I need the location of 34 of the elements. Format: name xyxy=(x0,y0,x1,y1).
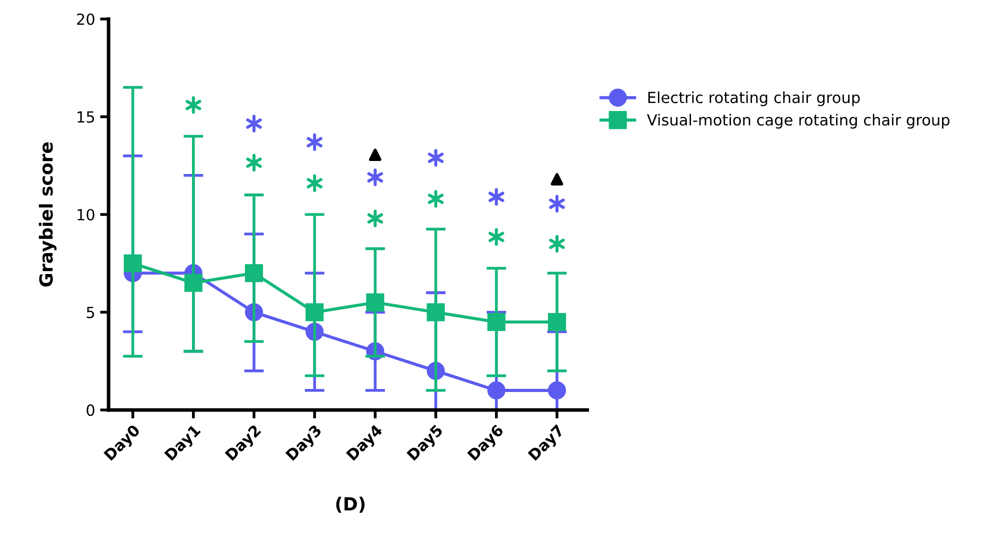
point xyxy=(246,154,262,172)
point xyxy=(306,133,322,151)
legend-label: Electric rotating chair group xyxy=(648,91,860,106)
legend-label: Visual-motion cage rotating chair group xyxy=(646,114,950,129)
y-tick-label: 20 xyxy=(77,13,94,26)
point xyxy=(488,188,504,206)
point xyxy=(244,264,264,282)
y-axis-title: Graybiel score xyxy=(38,142,56,287)
point xyxy=(186,96,202,114)
point xyxy=(124,254,142,272)
point xyxy=(550,173,564,186)
point xyxy=(428,148,444,167)
y-tick-label: 15 xyxy=(78,111,94,123)
point xyxy=(428,190,444,208)
point xyxy=(549,194,565,213)
point xyxy=(487,312,506,332)
y-tick-label: 5 xyxy=(86,306,94,318)
point xyxy=(306,174,322,192)
point xyxy=(367,168,384,186)
point xyxy=(426,303,445,322)
point xyxy=(488,228,504,246)
point xyxy=(246,114,262,132)
point xyxy=(368,148,382,162)
point xyxy=(549,234,565,253)
point xyxy=(548,312,566,332)
point xyxy=(366,293,384,312)
point xyxy=(367,210,384,228)
text: (D) xyxy=(336,496,365,513)
point xyxy=(306,303,324,322)
point xyxy=(487,381,506,400)
point xyxy=(548,381,566,400)
point xyxy=(184,274,202,292)
y-tick-label: 10 xyxy=(78,208,94,221)
y-tick-label: 0 xyxy=(86,404,94,416)
